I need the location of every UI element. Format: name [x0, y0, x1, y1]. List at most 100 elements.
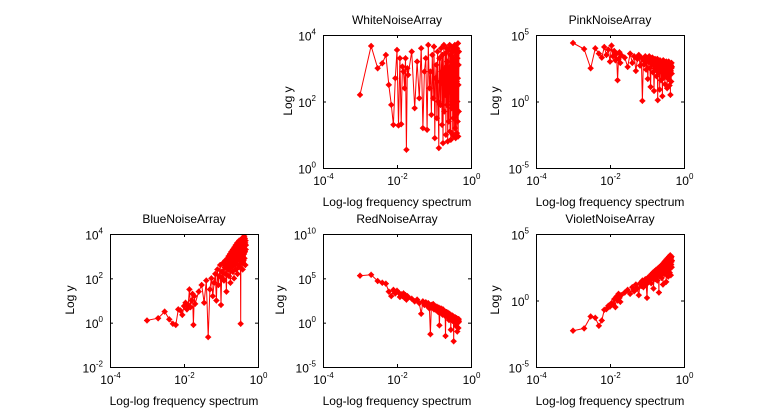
- data-point: [447, 81, 455, 89]
- data-point: [404, 71, 412, 79]
- x-tick-label: 100: [676, 172, 694, 188]
- data-point: [241, 255, 248, 262]
- data-point: [448, 61, 456, 69]
- subplot-pink: PinkNoiseArray Log-log frequency spectru…: [488, 13, 694, 209]
- x-tick-label: 100: [676, 371, 694, 387]
- data-point: [598, 317, 605, 324]
- data-point: [191, 300, 199, 308]
- data-point: [587, 313, 594, 320]
- y-tick-label: 102: [85, 271, 103, 287]
- data-point: [650, 87, 658, 95]
- subplot-title: RedNoiseArray: [356, 212, 437, 226]
- data-point: [454, 98, 461, 105]
- data-point: [204, 333, 212, 341]
- data-point: [209, 292, 216, 300]
- data-point: [646, 65, 654, 72]
- subplot-white: WhiteNoiseArray Log-log frequency spectr…: [281, 13, 481, 209]
- data-point: [634, 285, 641, 292]
- y-tick-label: 102: [298, 94, 316, 110]
- x-tick-label: 100: [463, 172, 481, 188]
- data-point: [444, 78, 452, 85]
- data-point: [214, 266, 221, 273]
- y-tick-label: 104: [85, 227, 103, 243]
- data-point: [228, 264, 235, 271]
- y-axis-label: Log y: [63, 285, 77, 314]
- y-tick-label: 100: [298, 315, 316, 331]
- data-point: [374, 277, 381, 285]
- x-axis-label: Log-log frequency spectrum: [323, 394, 472, 408]
- data-point: [382, 280, 390, 287]
- data-point: [385, 288, 392, 295]
- data-point: [641, 61, 648, 68]
- y-tick-label: 100: [511, 293, 529, 309]
- data-point: [436, 322, 443, 329]
- data-point: [446, 88, 453, 95]
- y-tick-label: 105: [298, 271, 316, 287]
- data-point: [224, 266, 232, 273]
- data-point: [439, 139, 447, 147]
- data-point: [379, 60, 386, 67]
- data-point: [225, 272, 233, 280]
- data-point: [428, 111, 435, 119]
- data-point: [601, 43, 608, 51]
- data-point: [609, 53, 617, 60]
- data-point: [413, 58, 421, 65]
- data-point: [436, 78, 444, 85]
- data-point: [569, 39, 577, 47]
- data-point: [438, 68, 445, 75]
- data-point: [587, 65, 594, 72]
- data-point: [374, 65, 381, 72]
- data-point: [417, 45, 425, 52]
- data-point: [612, 303, 619, 311]
- data-point: [413, 296, 421, 303]
- data-point: [454, 118, 461, 125]
- data-point: [430, 43, 438, 50]
- data-point: [388, 292, 395, 300]
- data-point: [667, 91, 674, 99]
- data-point: [451, 124, 459, 132]
- data-point: [440, 81, 447, 89]
- axes-box: [323, 234, 472, 368]
- data-point: [239, 266, 246, 273]
- data-point: [592, 45, 599, 52]
- y-tick-label: 104: [298, 28, 316, 44]
- data-point: [662, 278, 670, 286]
- x-tick-label: 10-2: [387, 371, 408, 387]
- data-point: [443, 71, 450, 79]
- data-point: [367, 271, 375, 278]
- data-point: [400, 68, 407, 75]
- data-point: [187, 303, 194, 311]
- data-point: [455, 61, 462, 69]
- data-point: [435, 98, 442, 105]
- data-point: [210, 279, 218, 286]
- data-point: [658, 274, 665, 282]
- data-point: [668, 257, 676, 264]
- data-point: [172, 321, 179, 329]
- x-axis-label: Log-log frequency spectrum: [536, 195, 685, 209]
- subplot-red: RedNoiseArray Log-log frequency spectrum…: [273, 212, 481, 408]
- data-point: [408, 295, 415, 302]
- data-point: [626, 50, 634, 57]
- data-point: [603, 51, 610, 59]
- data-point: [614, 77, 621, 84]
- data-point: [455, 324, 462, 332]
- data-point: [447, 68, 454, 75]
- data-point: [242, 241, 250, 249]
- data-point: [447, 136, 455, 143]
- data-point: [452, 71, 459, 79]
- data-point: [198, 281, 205, 289]
- data-point: [629, 59, 636, 67]
- y-axis-label: Log y: [273, 285, 287, 314]
- y-tick-label: 105: [511, 227, 529, 243]
- y-axis-label: Log y: [488, 285, 502, 314]
- data-point: [186, 286, 193, 293]
- data-point: [427, 68, 434, 75]
- data-point: [656, 86, 663, 93]
- series: [356, 40, 463, 153]
- data-point: [617, 59, 624, 67]
- y-axis-label: Log y: [281, 86, 295, 115]
- data-point: [433, 114, 441, 122]
- data-point: [659, 281, 667, 288]
- data-point: [668, 264, 675, 271]
- data-point: [595, 322, 603, 329]
